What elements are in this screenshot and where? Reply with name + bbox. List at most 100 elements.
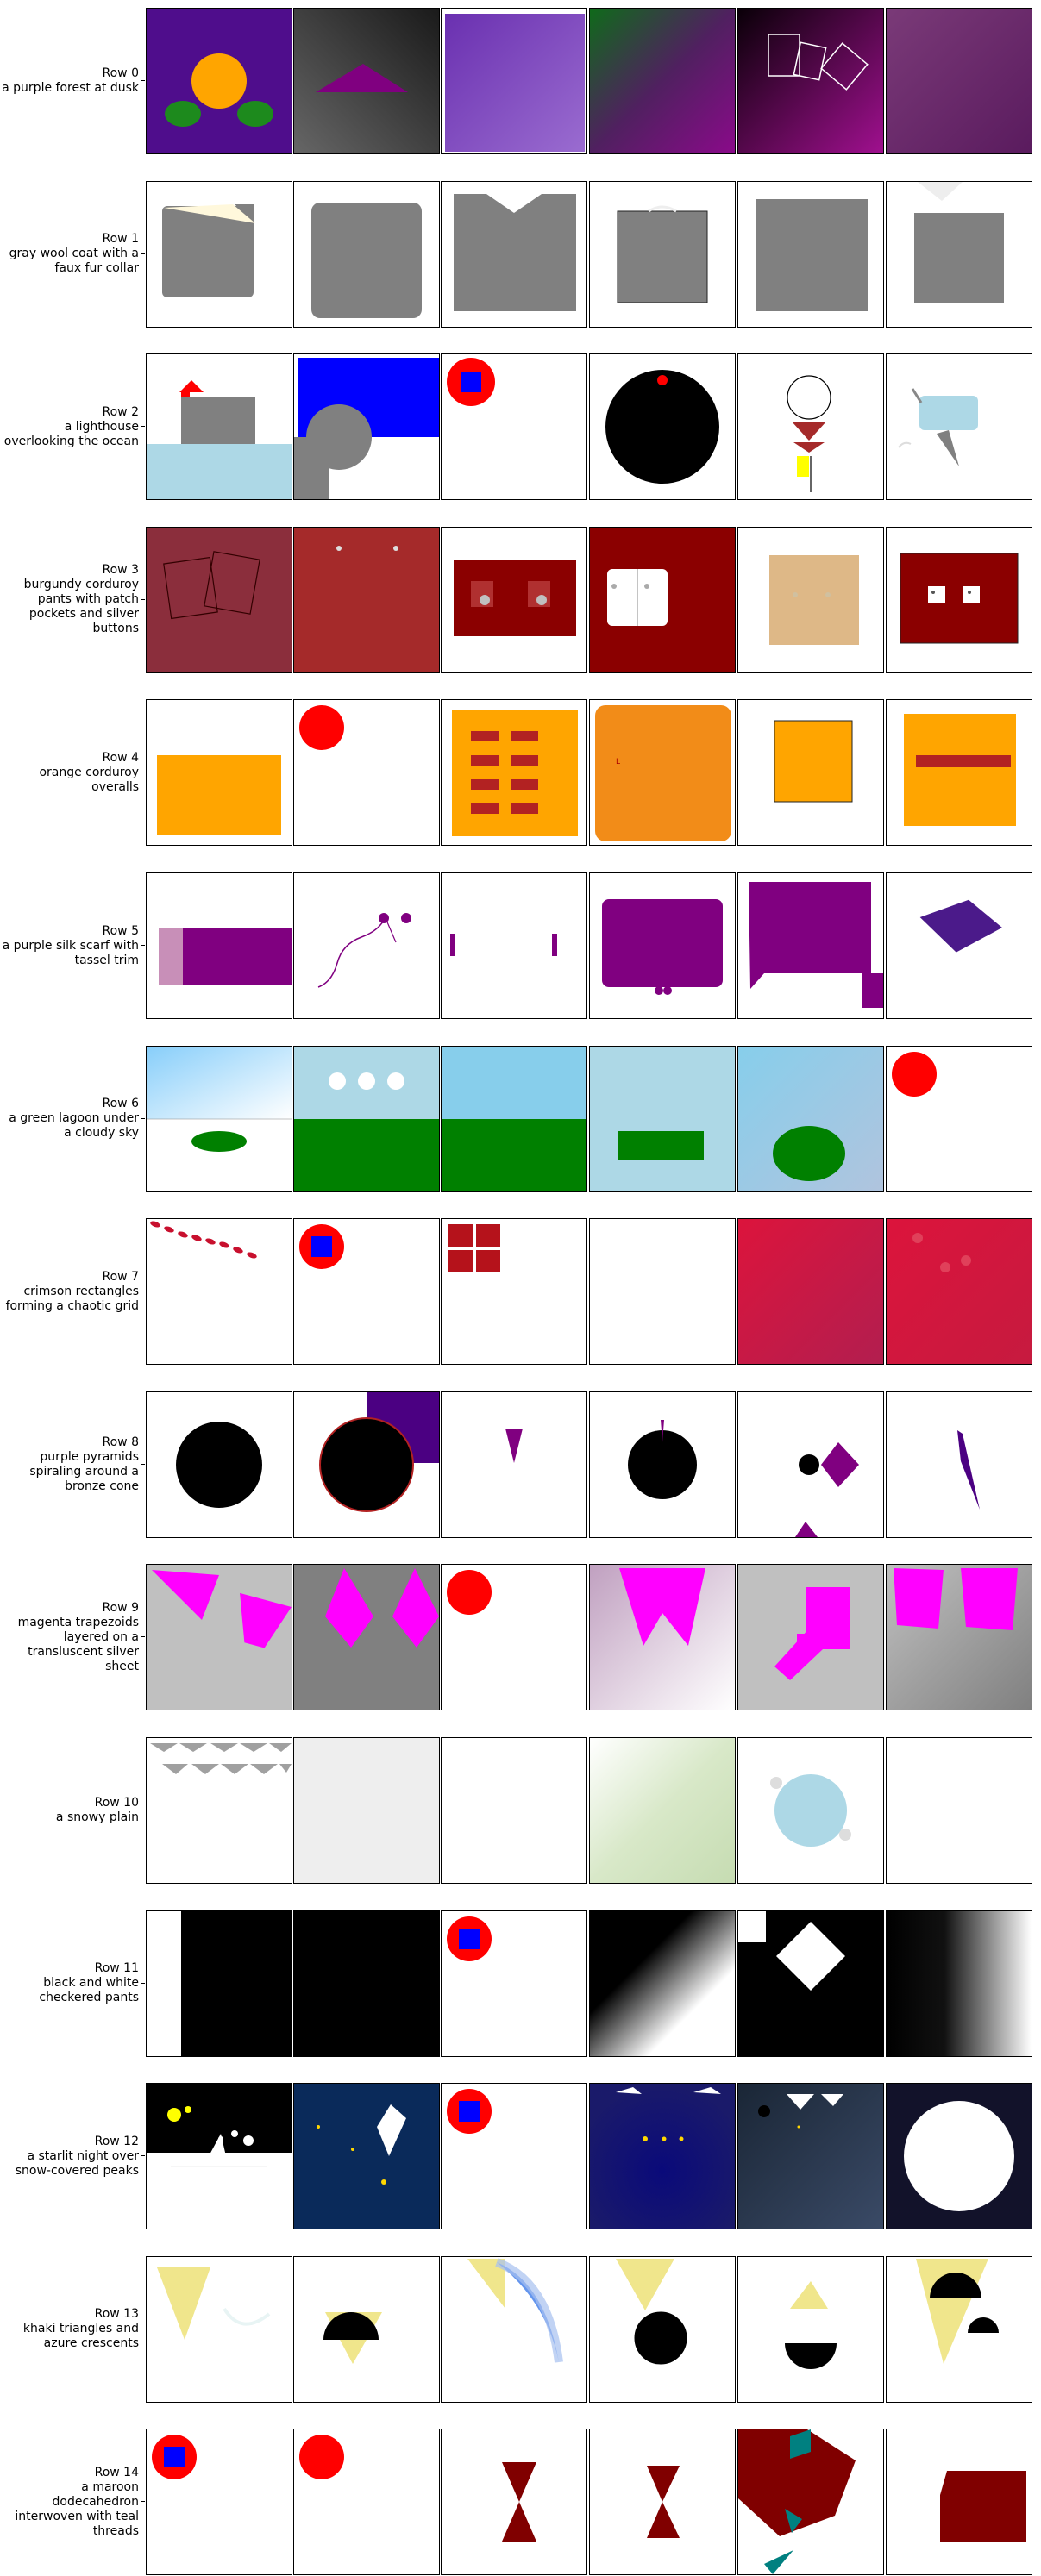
row-label: Row 7 crimson rectangles forming a chaoti… bbox=[0, 1218, 139, 1365]
row-prompt: burgundy corduroy pants with patch pocke… bbox=[23, 578, 139, 636]
thumbnail-image bbox=[146, 2083, 292, 2230]
thumbnail-image bbox=[441, 526, 587, 673]
row-prompt: gray wool coat with a faux fur collar bbox=[9, 247, 139, 276]
thumbnail-image bbox=[589, 2083, 736, 2230]
thumbnail-image bbox=[293, 353, 440, 501]
axis-tick bbox=[141, 2501, 145, 2503]
thumbnail-image bbox=[146, 1910, 292, 2057]
thumbnail-image bbox=[146, 1391, 292, 1538]
axis-tick bbox=[141, 1636, 145, 1638]
grid-row: Row 8 purple pyramids spiraling around a … bbox=[0, 1391, 1041, 1538]
thumbnail-image bbox=[589, 1391, 736, 1538]
thumbnail-image bbox=[293, 8, 440, 154]
thumbnail-image bbox=[293, 180, 440, 328]
thumbnail-image bbox=[737, 2083, 884, 2230]
axis-tick bbox=[141, 80, 145, 81]
row-label: Row 3 burgundy corduroy pants with patch … bbox=[0, 527, 139, 673]
grid-row: Row 13 khaki triangles and azure crescent… bbox=[0, 2255, 1041, 2403]
thumbnail-image bbox=[146, 699, 292, 847]
thumbnail-image bbox=[293, 872, 440, 1019]
thumbnail-image bbox=[441, 1218, 587, 1366]
thumbnail-image: L bbox=[589, 699, 736, 847]
thumbnail-image bbox=[146, 180, 292, 328]
row-label: Row 10 a snowy plain bbox=[0, 1737, 139, 1884]
thumbnail-image bbox=[589, 872, 736, 1019]
row-prompt: a purple forest at dusk bbox=[2, 81, 139, 95]
thumbnail-image bbox=[589, 1218, 736, 1366]
thumbnail-image bbox=[146, 526, 292, 673]
thumbnail-image bbox=[737, 2255, 884, 2403]
thumbnail-image bbox=[441, 353, 587, 501]
row-index: Row 9 bbox=[102, 1600, 139, 1615]
grid-row: Row 7 crimson rectangles forming a chaoti… bbox=[0, 1218, 1041, 1366]
thumbnail-image bbox=[737, 180, 884, 328]
row-label: Row 13 khaki triangles and azure crescent… bbox=[0, 2256, 139, 2403]
thumbnail-image bbox=[737, 872, 884, 1019]
row-label: Row 12 a starlit night over snow-covered … bbox=[0, 2083, 139, 2229]
axis-tick bbox=[141, 945, 145, 946]
thumbnail-image bbox=[737, 1045, 884, 1192]
grid-row: Row 4 orange corduroy overalls L bbox=[0, 699, 1041, 847]
row-index: Row 5 bbox=[102, 923, 139, 938]
thumbnail-image bbox=[589, 1045, 736, 1192]
thumbnail-image bbox=[886, 353, 1032, 501]
thumbnail-image bbox=[737, 1391, 884, 1538]
thumbnail-image bbox=[293, 1737, 440, 1884]
thumbnail-image bbox=[886, 2429, 1032, 2576]
thumbnail-image bbox=[589, 353, 736, 501]
thumbnail-image bbox=[589, 1564, 736, 1711]
thumbnail-image bbox=[441, 1391, 587, 1538]
thumbnail-image bbox=[441, 2255, 587, 2403]
grid-row: Row 1 gray wool coat with a faux fur coll… bbox=[0, 180, 1041, 328]
thumbnail-image bbox=[146, 1737, 292, 1884]
thumbnail-image bbox=[293, 1564, 440, 1711]
thumbnail-image bbox=[737, 1737, 884, 1884]
row-index: Row 1 bbox=[102, 232, 139, 247]
row-index: Row 12 bbox=[94, 2134, 139, 2148]
row-prompt: purple pyramids spiraling around a bronz… bbox=[29, 1449, 139, 1493]
thumbnail-image bbox=[146, 872, 292, 1019]
row-index: Row 6 bbox=[102, 1097, 139, 1111]
thumbnail-image bbox=[146, 2255, 292, 2403]
thumbnail-image bbox=[293, 2255, 440, 2403]
thumbnail-image bbox=[441, 1910, 587, 2057]
axis-tick bbox=[141, 1982, 145, 1984]
thumbnail-image bbox=[589, 2255, 736, 2403]
row-index: Row 14 bbox=[94, 2465, 139, 2479]
row-index: Row 11 bbox=[94, 1961, 139, 1976]
thumbnail-image bbox=[441, 699, 587, 847]
axis-tick bbox=[141, 2155, 145, 2157]
thumbnail-image bbox=[737, 699, 884, 847]
thumbnail-image bbox=[293, 1391, 440, 1538]
thumbnail-image bbox=[589, 1737, 736, 1884]
thumbnail-image bbox=[293, 699, 440, 847]
thumbnail-image bbox=[293, 1045, 440, 1192]
thumbnail-image bbox=[589, 1910, 736, 2057]
row-prompt: a purple silk scarf with tassel trim bbox=[2, 938, 139, 967]
row-index: Row 3 bbox=[102, 563, 139, 578]
thumbnail-image bbox=[886, 1218, 1032, 1366]
thumbnail-image bbox=[293, 2429, 440, 2576]
row-prompt: a snowy plain bbox=[55, 1810, 139, 1824]
thumbnail-image bbox=[146, 8, 292, 154]
thumbnail-image bbox=[886, 1910, 1032, 2057]
thumbnail-image bbox=[146, 1045, 292, 1192]
grid-row: Row 11 black and white checkered pants bbox=[0, 1910, 1041, 2057]
thumbnail-image bbox=[293, 1910, 440, 2057]
row-prompt: a green lagoon under a cloudy sky bbox=[9, 1111, 139, 1141]
thumbnail-image bbox=[737, 353, 884, 501]
row-label: Row 9 magenta trapezoids layered on a tra… bbox=[0, 1564, 139, 1710]
row-label: Row 11 black and white checkered pants bbox=[0, 1910, 139, 2057]
thumbnail-image bbox=[441, 8, 587, 154]
thumbnail-image bbox=[737, 8, 884, 154]
thumbnail-image bbox=[886, 699, 1032, 847]
thumbnail-image bbox=[886, 8, 1032, 154]
row-prompt: a starlit night over snow-covered peaks bbox=[15, 2148, 139, 2178]
thumbnail-image bbox=[146, 353, 292, 501]
thumbnail-image bbox=[886, 2255, 1032, 2403]
